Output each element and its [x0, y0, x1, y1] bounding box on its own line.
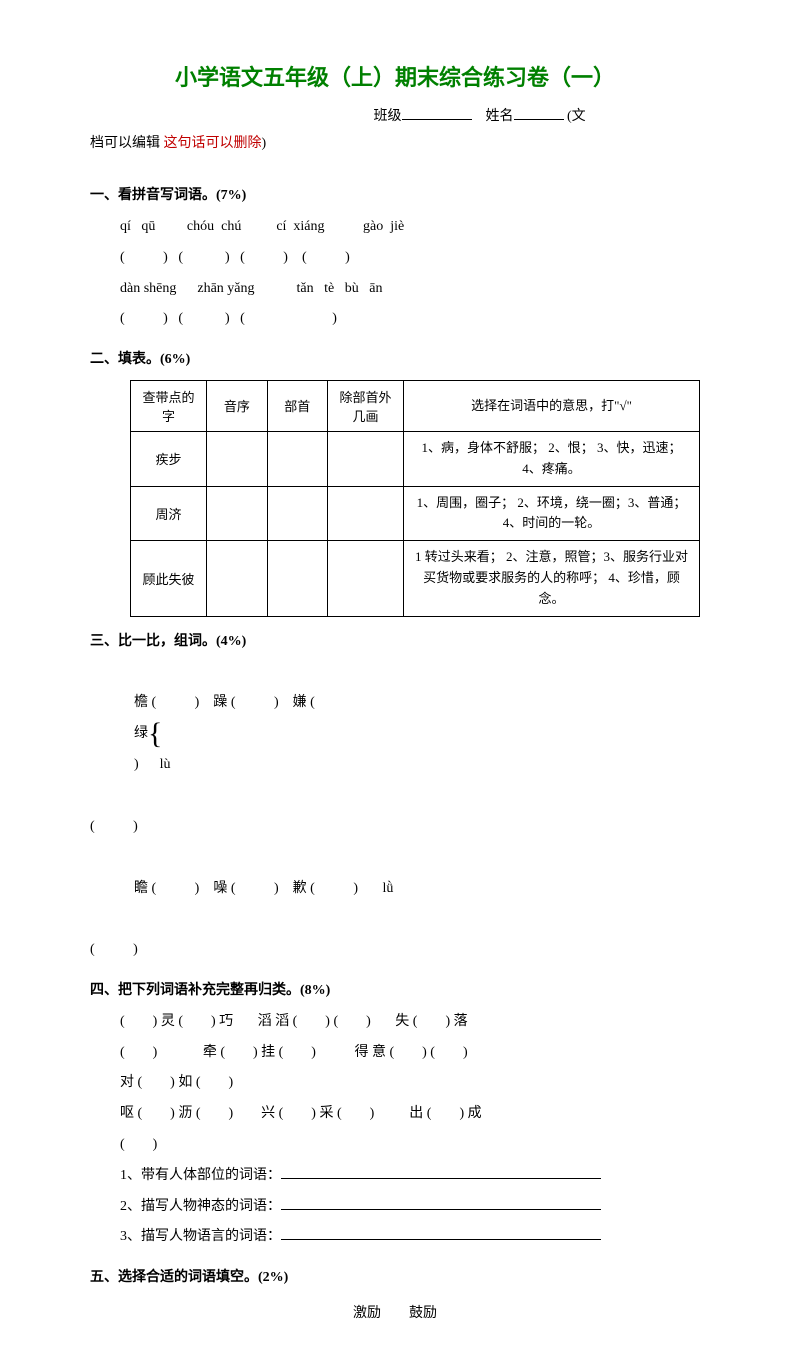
header-line: 班级 姓名 (文	[90, 104, 700, 131]
blank-cell[interactable]	[267, 431, 327, 486]
section-1-title: 一、看拼音写词语。(7%)	[90, 181, 700, 212]
meaning-cell[interactable]: 1 转过头来看； 2、注意，照管；3、服务行业对买货物或要求服务的人的称呼； 4…	[404, 541, 700, 616]
section-3-title: 三、比一比，组词。(4%)	[90, 627, 700, 658]
s4-r1[interactable]: ( ) 灵 ( ) 巧 滔 滔 ( ) ( ) 失 ( ) 落	[90, 1007, 700, 1038]
s3-row1[interactable]: 檐 ( ) 躁 ( ) 嫌 ( 绿{ ) lù	[90, 657, 700, 812]
section-4-title: 四、把下列词语补充完整再归类。(8%)	[90, 976, 700, 1007]
s3-row2[interactable]: 瞻 ( ) 噪 ( ) 歉 ( ) lǜ	[90, 843, 700, 935]
s5-words: 激励 鼓励	[90, 1302, 700, 1322]
answer-blank[interactable]	[281, 1164, 601, 1179]
pinyin-row-2: dàn shēng zhān yǎng tǎn tè bù ān	[90, 274, 700, 305]
worksheet-page: 小学语文五年级（上）期末综合练习卷（一） 班级 姓名 (文 档可以编辑 这句话可…	[0, 0, 790, 1362]
answer-blank[interactable]	[281, 1195, 601, 1210]
brace-icon: {	[148, 719, 162, 749]
section-2-title: 二、填表。(6%)	[90, 345, 700, 376]
paren-open: (文	[567, 109, 586, 124]
blank-cell[interactable]	[267, 486, 327, 541]
blank-cell[interactable]	[327, 431, 403, 486]
meaning-cell[interactable]: 1、病，身体不舒服； 2、恨； 3、快，迅速；4、疼痛。	[404, 431, 700, 486]
editable-text: 档可以编辑	[90, 136, 160, 151]
table-row: 顾此失彼 1 转过头来看； 2、注意，照管；3、服务行业对买货物或要求服务的人的…	[131, 541, 700, 616]
class-blank[interactable]	[402, 105, 472, 120]
blank-cell[interactable]	[327, 541, 403, 616]
s4-q3: 3、描写人物语言的词语：	[90, 1222, 700, 1253]
class-label: 班级	[374, 109, 402, 124]
th-word: 查带点的字	[131, 380, 207, 431]
th-bushou: 部首	[267, 380, 327, 431]
th-strokes: 除部首外几画	[327, 380, 403, 431]
name-blank[interactable]	[514, 105, 564, 120]
meaning-cell[interactable]: 1、周围，圈子； 2、环境，绕一圈；3、普通；4、时间的一轮。	[404, 486, 700, 541]
s4-q1: 1、带有人体部位的词语：	[90, 1161, 700, 1192]
s4-r4[interactable]: 呕 ( ) 沥 ( ) 兴 ( ) 采 ( ) 出 ( ) 成	[90, 1099, 700, 1130]
table-row: 疾步 1、病，身体不舒服； 2、恨； 3、快，迅速；4、疼痛。	[131, 431, 700, 486]
name-label: 姓名	[486, 109, 514, 124]
blank-cell[interactable]	[207, 486, 267, 541]
word-cell: 疾步	[131, 431, 207, 486]
blank-cell[interactable]	[207, 541, 267, 616]
s4-q2: 2、描写人物神态的词语：	[90, 1192, 700, 1223]
table-row: 周济 1、周围，圈子； 2、环境，绕一圈；3、普通；4、时间的一轮。	[131, 486, 700, 541]
table-header-row: 查带点的字 音序 部首 除部首外几画 选择在词语中的意思，打"√"	[131, 380, 700, 431]
blank-row-2[interactable]: ( ) ( ) ( )	[90, 304, 700, 335]
th-yinxu: 音序	[207, 380, 267, 431]
s4-r2[interactable]: ( ) 牵 ( ) 挂 ( ) 得 意 ( ) ( )	[90, 1038, 700, 1069]
blank-cell[interactable]	[207, 431, 267, 486]
s4-r5[interactable]: ( )	[90, 1130, 700, 1161]
answer-blank[interactable]	[281, 1225, 601, 1240]
dictionary-table: 查带点的字 音序 部首 除部首外几画 选择在词语中的意思，打"√" 疾步 1、病…	[130, 380, 700, 617]
blank-cell[interactable]	[327, 486, 403, 541]
s3-row2b[interactable]: ( )	[90, 935, 700, 966]
delete-note: 这句话可以删除	[164, 136, 262, 151]
blank-cell[interactable]	[267, 541, 327, 616]
pinyin-row-1: qí qū chóu chú cí xiáng gào jiè	[90, 212, 700, 243]
word-cell: 周济	[131, 486, 207, 541]
blank-row-1[interactable]: ( ) ( ) ( ) ( )	[90, 243, 700, 274]
page-title: 小学语文五年级（上）期末综合练习卷（一）	[90, 60, 700, 92]
paren-close: )	[262, 136, 267, 151]
header-line2: 档可以编辑 这句话可以删除)	[90, 131, 700, 158]
section-5-title: 五、选择合适的词语填空。(2%)	[90, 1263, 700, 1294]
word-cell: 顾此失彼	[131, 541, 207, 616]
s4-r3[interactable]: 对 ( ) 如 ( )	[90, 1068, 700, 1099]
th-meaning: 选择在词语中的意思，打"√"	[404, 380, 700, 431]
s3-row1b[interactable]: ( )	[90, 812, 700, 843]
